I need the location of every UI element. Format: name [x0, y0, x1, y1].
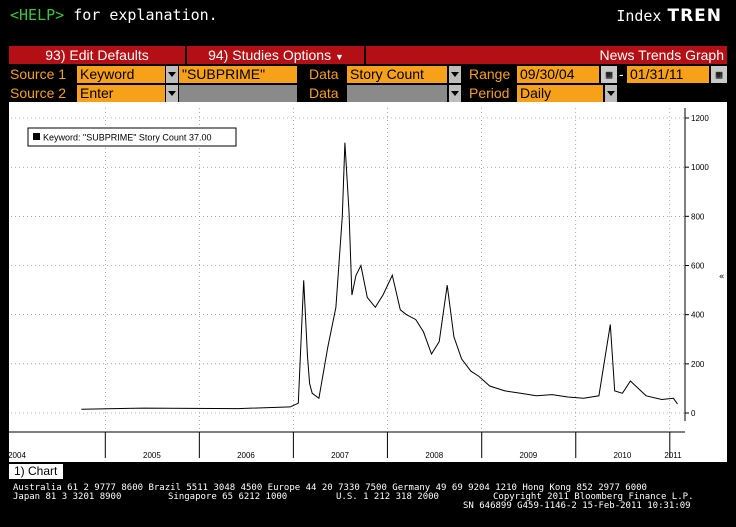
x-tick-label: 2009 [519, 451, 537, 460]
period-field[interactable]: Daily [517, 85, 603, 102]
period-label: Period [469, 85, 510, 101]
source2-label: Source 2 [10, 85, 67, 101]
footer-singapore: Singapore 65 6212 1000 [168, 492, 288, 502]
studies-options-label: 94) Studies Options [208, 47, 332, 63]
menu-bar [9, 46, 727, 64]
function-code: TREN [667, 6, 722, 26]
footer-copyright: Copyright 2011 Bloomberg Finance L.P. [493, 492, 694, 502]
footer-serial: SN 646899 G459-1146-2 15-Feb-2011 10:31:… [463, 501, 691, 511]
footer-japan: Japan 81 3 3201 8900 [13, 492, 122, 502]
edit-defaults-button[interactable]: 93) Edit Defaults [9, 46, 187, 64]
source1-value-input[interactable]: "SUBPRIME" [179, 66, 297, 83]
source1-type-dropdown-icon[interactable] [166, 66, 178, 83]
caret-down-icon: ▼ [334, 52, 344, 62]
range-end-input[interactable]: 01/31/11 [627, 66, 709, 83]
help-text: for explanation. [64, 6, 218, 24]
x-tick-label: 2005 [143, 451, 161, 460]
data1-dropdown-icon[interactable] [449, 66, 461, 83]
function-indicator: Index TREN [616, 6, 722, 26]
x-tick-label: 2008 [425, 451, 443, 460]
y-tick-label: 600 [691, 262, 705, 271]
x-tick-label: 2007 [331, 451, 349, 460]
chart-area: 2004 2005 2006 2007 2008 2009 2010 2011 1200 100… [8, 102, 727, 462]
period-dropdown-icon[interactable] [605, 85, 617, 102]
y-tick-label: 1000 [691, 163, 709, 172]
range-label: Range [469, 66, 511, 82]
source2-type-dropdown-icon[interactable] [166, 85, 178, 102]
range-start-input[interactable]: 09/30/04 [517, 66, 599, 83]
calendar-icon[interactable]: ▦ [601, 66, 617, 83]
range-separator: - [619, 66, 624, 82]
x-tick-label: 2011 [664, 451, 682, 460]
source2-value-input[interactable] [179, 85, 297, 102]
y-tick-label: 400 [691, 311, 705, 320]
y-tick-label: 0 [691, 409, 696, 418]
legend-label: Keyword: "SUBPRIME" Story Count 37.00 [43, 133, 211, 143]
data1-field[interactable]: Story Count [347, 66, 447, 83]
x-tick-label: 2010 [613, 451, 631, 460]
footer: Australia 61 2 9777 8600 Brazil 5511 304… [0, 483, 736, 527]
tab-chart[interactable]: 1) Chart [9, 464, 63, 479]
source2-type-field[interactable]: Enter [77, 85, 165, 102]
page-title: News Trends Graph [599, 47, 725, 63]
source1-label: Source 1 [10, 66, 67, 82]
legend: Keyword: "SUBPRIME" Story Count 37.00 [27, 127, 237, 147]
index-label: Index [616, 7, 662, 25]
data2-dropdown-icon[interactable] [449, 85, 461, 102]
footer-phone-line: Australia 61 2 9777 8600 Brazil 5511 304… [13, 483, 647, 493]
x-tick-label: 2004 [9, 451, 26, 460]
data2-field[interactable] [347, 85, 447, 102]
source1-type-field[interactable]: Keyword [77, 66, 165, 83]
help-key[interactable]: <HELP> [10, 6, 65, 24]
help-hint: <HELP> for explanation. [10, 6, 218, 24]
series-line [81, 142, 678, 410]
y-tick-label: 1200 [691, 114, 709, 123]
y-tick-label: 200 [691, 360, 705, 369]
news-trend-chart: 2004 2005 2006 2007 2008 2009 2010 2011 1200 100… [8, 108, 709, 460]
studies-options-button[interactable]: 94) Studies Options ▼ [188, 46, 366, 64]
x-tick-label: 2006 [237, 451, 255, 460]
footer-us: U.S. 1 212 318 2000 [336, 492, 439, 502]
data2-label: Data [309, 85, 339, 101]
data1-label: Data [309, 66, 339, 82]
y-tick-label: 800 [691, 212, 705, 221]
calendar-icon[interactable]: ▦ [711, 66, 727, 83]
panel-expand-icon[interactable]: « [719, 272, 725, 282]
